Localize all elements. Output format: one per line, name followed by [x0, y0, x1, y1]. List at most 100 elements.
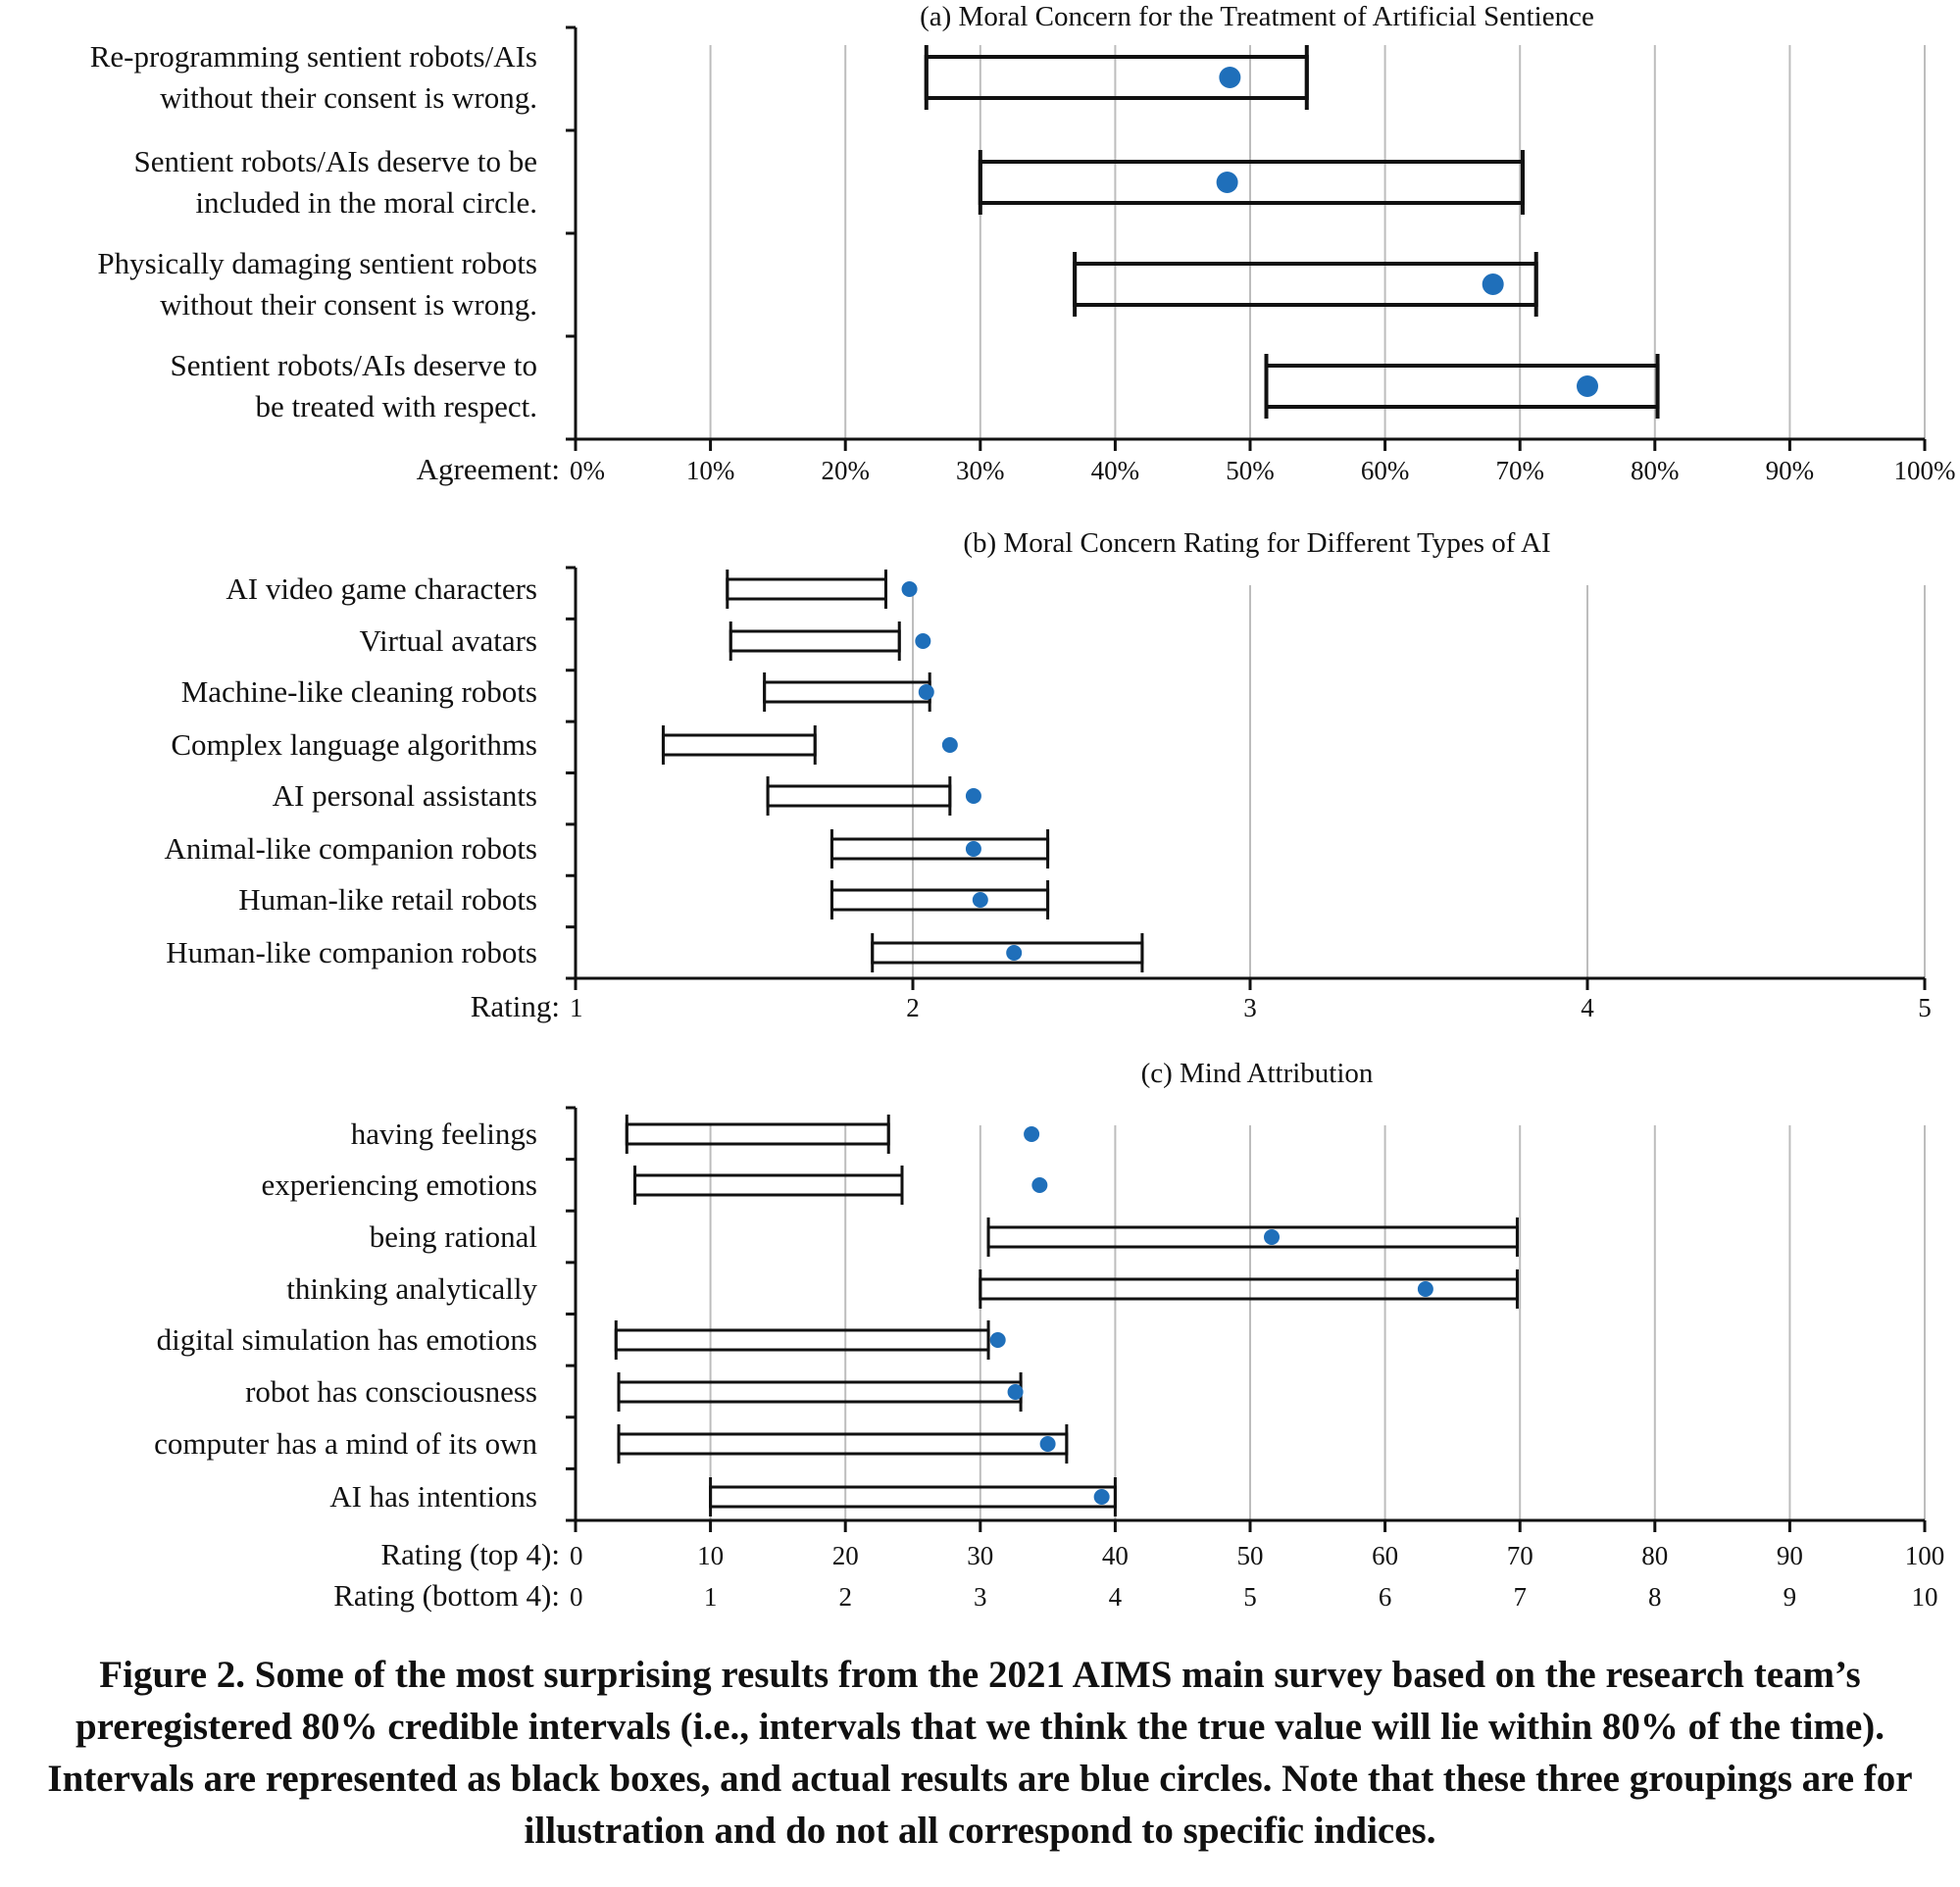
credible-interval-box	[661, 733, 817, 757]
credible-interval-box	[709, 1485, 1117, 1509]
x-tick-label: 0	[570, 1541, 583, 1570]
x-tick-label: 50	[1237, 1541, 1264, 1570]
x-axis-label: Agreement:	[417, 452, 560, 486]
credible-interval-box	[979, 1277, 1519, 1301]
actual-result-point	[915, 633, 931, 649]
actual-result-point	[1216, 172, 1238, 193]
x-tick-label: 0%	[570, 456, 605, 485]
x-tick-label: 30%	[956, 456, 1005, 485]
credible-interval-box	[614, 1328, 990, 1352]
category-label: thinking analytically	[286, 1271, 537, 1306]
x-axis-label-secondary: Rating (bottom 4):	[333, 1578, 560, 1613]
x-tick-label: 100%	[1894, 456, 1956, 485]
figure-caption: Figure 2. Some of the most surprising re…	[47, 1654, 1913, 1852]
category-label: be treated with respect.	[256, 389, 537, 423]
x-axis-label: Rating (top 4):	[380, 1537, 560, 1571]
category-label: Human-like companion robots	[166, 935, 537, 969]
category-label: included in the moral circle.	[195, 185, 537, 220]
actual-result-point	[1024, 1126, 1040, 1142]
credible-interval-box	[617, 1432, 1069, 1456]
actual-result-point	[972, 892, 988, 908]
actual-result-point	[965, 788, 981, 804]
x-tick-label: 60%	[1361, 456, 1410, 485]
credible-interval-box	[829, 837, 1050, 861]
credible-interval-box	[729, 629, 901, 653]
category-label: Complex language algorithms	[171, 727, 537, 762]
actual-result-point	[1264, 1229, 1281, 1245]
actual-result-point	[1031, 1177, 1048, 1193]
x-tick-label: 70%	[1495, 456, 1544, 485]
x-tick-label-secondary: 10	[1912, 1582, 1938, 1612]
credible-interval-box	[766, 784, 952, 808]
actual-result-point	[1577, 375, 1598, 397]
x-tick-label-secondary: 6	[1379, 1582, 1392, 1612]
credible-interval-box	[633, 1173, 904, 1197]
x-tick-label: 20%	[821, 456, 870, 485]
category-label: having feelings	[351, 1117, 537, 1151]
credible-interval-box	[625, 1122, 890, 1146]
actual-result-point	[1006, 945, 1023, 961]
x-tick-label-secondary: 2	[838, 1582, 852, 1612]
credible-interval-box	[978, 160, 1525, 205]
x-tick-label: 5	[1918, 993, 1932, 1022]
category-label: Human-like retail robots	[238, 882, 537, 917]
category-label: without their consent is wrong.	[160, 287, 537, 322]
credible-interval-box	[829, 888, 1050, 912]
category-label: Re-programming sentient robots/AIs	[90, 39, 537, 74]
category-label: experiencing emotions	[262, 1167, 538, 1202]
category-label: AI has intentions	[329, 1479, 537, 1514]
x-tick-label-secondary: 4	[1109, 1582, 1123, 1612]
category-label: Animal-like companion robots	[164, 831, 537, 866]
x-tick-label: 4	[1581, 993, 1594, 1022]
x-axis-label: Rating:	[471, 989, 560, 1023]
actual-result-point	[1482, 273, 1504, 295]
category-label: Sentient robots/AIs deserve to be	[133, 144, 537, 178]
x-tick-label: 70	[1507, 1541, 1533, 1570]
x-tick-label: 80	[1641, 1541, 1668, 1570]
figure-2-charts: (a) Moral Concern for the Treatment of A…	[90, 1, 1956, 1613]
x-tick-label: 40	[1102, 1541, 1129, 1570]
x-tick-label: 2	[906, 993, 920, 1022]
panel-title: (b) Moral Concern Rating for Different T…	[963, 527, 1550, 559]
x-tick-label-secondary: 9	[1784, 1582, 1797, 1612]
x-tick-label: 3	[1243, 993, 1257, 1022]
x-tick-label: 50%	[1226, 456, 1275, 485]
actual-result-point	[901, 581, 918, 597]
x-tick-label: 10%	[686, 456, 735, 485]
x-tick-label-secondary: 5	[1243, 1582, 1257, 1612]
x-tick-label: 80%	[1631, 456, 1680, 485]
x-tick-label: 90	[1777, 1541, 1803, 1570]
actual-result-point	[1007, 1384, 1024, 1400]
actual-result-point	[918, 684, 934, 700]
x-tick-label-secondary: 1	[704, 1582, 718, 1612]
category-label: AI personal assistants	[273, 778, 537, 813]
credible-interval-box	[1264, 364, 1660, 409]
x-tick-label: 10	[697, 1541, 724, 1570]
actual-result-point	[941, 737, 958, 753]
category-label: robot has consciousness	[245, 1374, 537, 1409]
panel-title: (c) Mind Attribution	[1141, 1058, 1374, 1089]
x-tick-label: 20	[832, 1541, 859, 1570]
actual-result-point	[989, 1332, 1006, 1348]
x-tick-label: 30	[967, 1541, 993, 1570]
category-label: Machine-like cleaning robots	[181, 674, 537, 709]
credible-interval-box	[726, 577, 887, 601]
actual-result-point	[1417, 1281, 1433, 1297]
x-tick-label: 90%	[1766, 456, 1815, 485]
x-tick-label-secondary: 8	[1648, 1582, 1662, 1612]
category-label: digital simulation has emotions	[157, 1322, 537, 1357]
panel-title: (a) Moral Concern for the Treatment of A…	[920, 1, 1594, 32]
x-tick-label: 40%	[1091, 456, 1140, 485]
category-label: without their consent is wrong.	[160, 80, 537, 115]
category-label: being rational	[370, 1219, 537, 1254]
credible-interval-box	[986, 1225, 1519, 1249]
x-tick-label: 1	[570, 993, 583, 1022]
x-tick-label: 60	[1372, 1541, 1398, 1570]
credible-interval-box	[1073, 262, 1538, 307]
actual-result-point	[1093, 1489, 1110, 1505]
category-label: AI video game characters	[226, 571, 537, 606]
actual-result-point	[1219, 67, 1241, 88]
category-label: Physically damaging sentient robots	[97, 246, 537, 280]
x-tick-label-secondary: 7	[1513, 1582, 1527, 1612]
x-tick-label-secondary: 0	[570, 1582, 583, 1612]
